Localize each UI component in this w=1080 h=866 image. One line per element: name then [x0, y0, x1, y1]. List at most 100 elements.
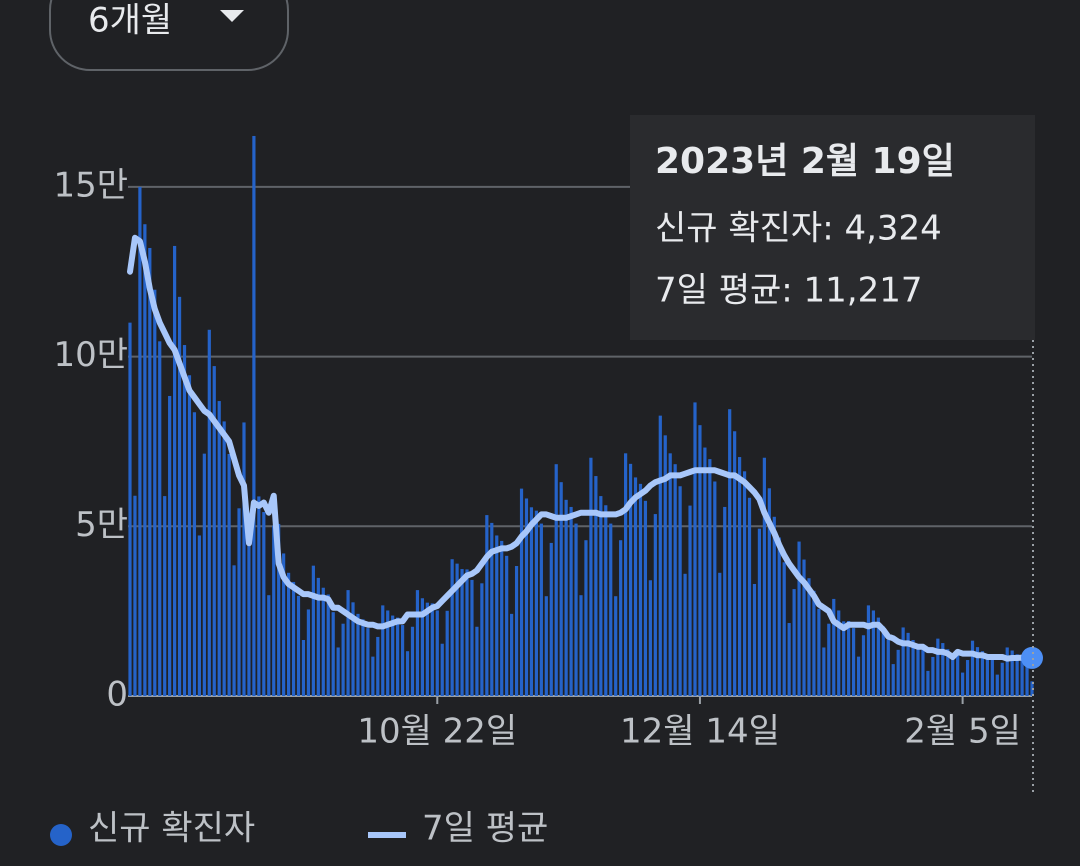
- bar: [559, 482, 563, 696]
- bar: [614, 596, 618, 696]
- bar: [569, 506, 573, 696]
- bar: [549, 542, 553, 696]
- bar: [916, 644, 920, 696]
- bar: [480, 583, 484, 696]
- x-tick-label: 12월 14일: [620, 712, 780, 752]
- bar: [173, 245, 177, 696]
- bar: [990, 659, 994, 696]
- bar: [405, 651, 410, 696]
- bar: [564, 499, 568, 696]
- bar: [187, 375, 192, 696]
- bar: [192, 412, 197, 696]
- bar: [539, 523, 543, 696]
- bar: [257, 496, 261, 696]
- bar: [777, 537, 781, 696]
- bar: [866, 605, 871, 696]
- bar: [475, 626, 479, 696]
- dropdown-label[interactable]: 6개월: [88, 1, 172, 41]
- bar: [485, 515, 489, 696]
- bar: [628, 463, 633, 696]
- bar: [946, 649, 950, 696]
- bar: [876, 617, 880, 696]
- bar: [812, 590, 816, 696]
- bar: [376, 636, 380, 696]
- bar: [400, 625, 405, 696]
- bar: [197, 535, 201, 696]
- period-dropdown[interactable]: 6개월: [49, 0, 289, 71]
- bar: [277, 523, 281, 696]
- bar: [856, 656, 861, 696]
- bar: [678, 486, 682, 696]
- bar: [1000, 662, 1004, 696]
- bar: [177, 296, 182, 696]
- bar: [951, 654, 955, 696]
- bar: [465, 569, 469, 696]
- y-tick-label: 5만: [75, 505, 128, 545]
- bar: [752, 583, 757, 696]
- bar: [212, 366, 216, 696]
- bar: [643, 500, 648, 696]
- bar: [747, 497, 752, 696]
- bar: [1010, 650, 1014, 696]
- bar: [301, 639, 306, 696]
- bar: [861, 635, 866, 696]
- bar: [386, 610, 390, 696]
- bar: [782, 562, 786, 696]
- bar: [648, 580, 652, 696]
- bar: [1025, 660, 1029, 696]
- bar: [663, 435, 667, 696]
- bar: [891, 664, 895, 696]
- bar: [742, 471, 747, 696]
- bar: [182, 345, 187, 696]
- bar: [495, 535, 499, 696]
- bar: [222, 421, 226, 696]
- bar: [247, 512, 251, 696]
- y-tick-label: 10만: [53, 335, 128, 375]
- legend-label[interactable]: 7일 평균: [422, 809, 548, 849]
- bar: [430, 603, 434, 696]
- dropdown-border[interactable]: [49, 0, 289, 71]
- bar: [336, 647, 340, 696]
- bar: [232, 565, 236, 696]
- bar: [505, 555, 509, 696]
- bar: [544, 596, 548, 696]
- bar: [296, 595, 301, 696]
- dropdown-arrow[interactable]: [220, 10, 244, 22]
- bar: [381, 605, 385, 696]
- bar: [227, 453, 231, 696]
- bar: [931, 656, 935, 696]
- bar: [871, 610, 876, 696]
- bar: [316, 577, 320, 696]
- bar: [589, 457, 593, 696]
- bar: [921, 649, 925, 696]
- bar: [609, 523, 613, 696]
- bar: [737, 457, 742, 696]
- bar: [286, 572, 291, 696]
- bar: [901, 627, 905, 696]
- bar: [574, 523, 578, 696]
- bar: [410, 626, 415, 696]
- bar: [817, 608, 821, 696]
- bar: [584, 540, 588, 696]
- bar: [604, 505, 608, 696]
- bar: [995, 674, 999, 696]
- bar: [599, 496, 603, 696]
- bar: [757, 528, 762, 696]
- bar: [242, 422, 246, 696]
- bar: [554, 464, 558, 696]
- bar: [455, 563, 459, 696]
- legend-label[interactable]: 신규 확진자: [88, 809, 255, 849]
- bar: [341, 623, 345, 696]
- bar: [703, 447, 707, 696]
- bar: [619, 540, 623, 696]
- bar: [153, 289, 157, 696]
- bar: [827, 623, 831, 696]
- bar: [926, 670, 930, 696]
- bar: [658, 415, 662, 696]
- bar: [822, 647, 826, 696]
- bar: [851, 628, 856, 696]
- bar: [366, 628, 370, 696]
- bar: [470, 579, 474, 696]
- bar: [733, 431, 737, 696]
- bar: [906, 632, 910, 696]
